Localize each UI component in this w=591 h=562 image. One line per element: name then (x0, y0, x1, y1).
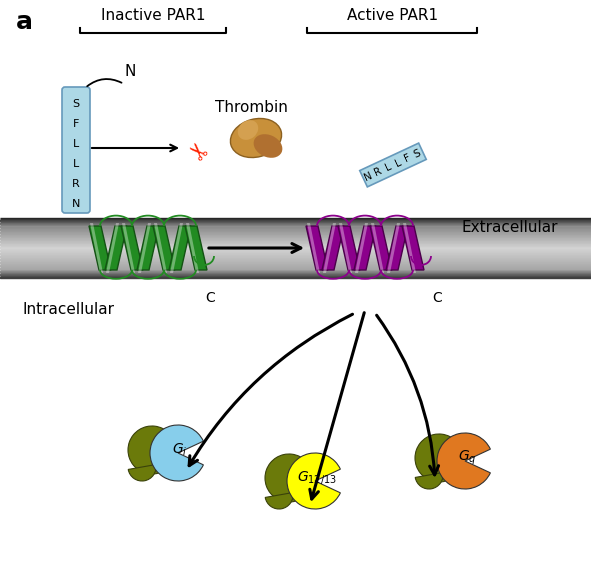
Polygon shape (322, 226, 344, 270)
Polygon shape (121, 226, 143, 270)
Text: F: F (73, 119, 79, 129)
Polygon shape (105, 226, 127, 270)
Polygon shape (371, 223, 384, 273)
Text: Intracellular: Intracellular (22, 302, 114, 318)
FancyArrowPatch shape (87, 79, 122, 86)
Polygon shape (90, 223, 103, 273)
Text: Active PAR1: Active PAR1 (348, 7, 439, 22)
Text: Thrombin: Thrombin (215, 101, 287, 116)
Text: $G_{q}$: $G_{q}$ (457, 449, 476, 467)
Polygon shape (338, 226, 360, 270)
Wedge shape (415, 473, 443, 489)
Polygon shape (169, 226, 191, 270)
Polygon shape (137, 226, 159, 270)
Wedge shape (150, 425, 203, 481)
Text: C: C (205, 291, 215, 305)
Text: Extracellular: Extracellular (462, 220, 558, 235)
Wedge shape (265, 454, 311, 502)
Text: L: L (393, 157, 402, 169)
Polygon shape (306, 226, 328, 270)
Polygon shape (386, 226, 408, 270)
Polygon shape (106, 223, 119, 273)
Wedge shape (437, 433, 491, 489)
Text: N: N (72, 199, 80, 209)
Polygon shape (170, 223, 183, 273)
Polygon shape (402, 226, 424, 270)
Text: S: S (73, 99, 80, 109)
Text: L: L (73, 139, 79, 149)
Wedge shape (415, 434, 461, 482)
Polygon shape (185, 226, 207, 270)
Polygon shape (403, 223, 416, 273)
Polygon shape (360, 143, 426, 187)
FancyBboxPatch shape (62, 87, 90, 213)
Polygon shape (323, 223, 336, 273)
Wedge shape (265, 492, 293, 509)
Polygon shape (370, 226, 392, 270)
Polygon shape (122, 223, 135, 273)
Polygon shape (138, 223, 151, 273)
Text: C: C (432, 291, 442, 305)
Text: S: S (413, 148, 423, 160)
Wedge shape (128, 426, 174, 474)
Text: R: R (373, 166, 384, 178)
Polygon shape (354, 226, 376, 270)
Ellipse shape (254, 134, 282, 158)
Wedge shape (128, 465, 156, 481)
Polygon shape (154, 223, 167, 273)
Text: Inactive PAR1: Inactive PAR1 (100, 7, 205, 22)
Text: L: L (384, 161, 393, 173)
Ellipse shape (230, 119, 281, 157)
Text: L: L (73, 159, 79, 169)
Text: R: R (72, 179, 80, 189)
Polygon shape (307, 223, 320, 273)
Text: F: F (403, 152, 413, 164)
Text: $G_{i}$: $G_{i}$ (173, 442, 188, 458)
Ellipse shape (238, 120, 258, 140)
Polygon shape (339, 223, 352, 273)
Polygon shape (153, 226, 175, 270)
Wedge shape (287, 453, 340, 509)
Text: $G_{12/13}$: $G_{12/13}$ (297, 469, 337, 487)
Polygon shape (387, 223, 400, 273)
Polygon shape (186, 223, 199, 273)
Text: N: N (363, 170, 374, 183)
Text: N: N (124, 65, 136, 79)
Text: a: a (16, 10, 33, 34)
Text: ✂: ✂ (183, 133, 213, 164)
Polygon shape (355, 223, 368, 273)
Polygon shape (89, 226, 111, 270)
